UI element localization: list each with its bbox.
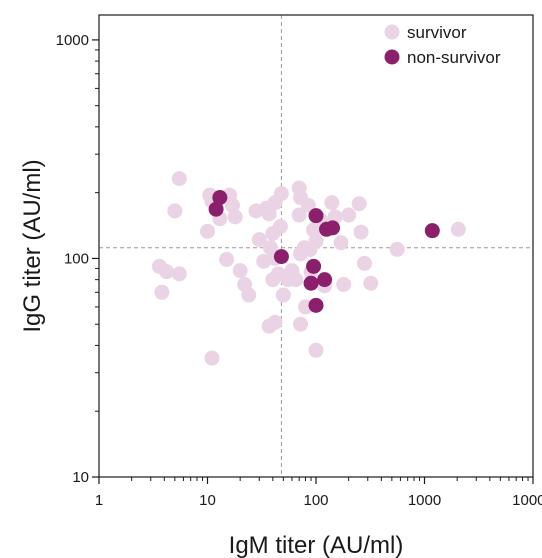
non-survivor-point	[303, 275, 319, 291]
survivor-point	[256, 253, 272, 269]
survivor-point	[351, 196, 367, 212]
survivor-point	[273, 186, 289, 202]
x-tick-label: 100	[303, 492, 328, 509]
non-survivor-point	[308, 208, 324, 224]
survivor-point	[154, 284, 170, 300]
survivor-point	[363, 275, 379, 291]
y-tick-label: 1000	[56, 32, 89, 49]
survivor-point	[200, 223, 215, 239]
survivor-point	[353, 224, 369, 240]
survivor-point	[341, 207, 357, 223]
legend: survivor non-survivor	[384, 23, 501, 67]
survivor-point	[308, 233, 324, 249]
survivor-point	[261, 206, 277, 222]
survivor-point	[219, 251, 235, 267]
survivor-point	[171, 266, 187, 282]
legend-marker-survivor	[384, 24, 400, 40]
survivor-point	[225, 197, 241, 213]
non-survivor-point	[212, 190, 228, 206]
y-axis-label: IgG titer (AU/ml)	[19, 159, 46, 332]
survivor-point	[291, 207, 307, 223]
survivor-point	[171, 171, 187, 187]
legend-marker-non-survivor	[384, 49, 400, 65]
survivor-point	[265, 272, 281, 288]
x-tick-label: 1	[95, 492, 103, 509]
non-survivor-point	[424, 223, 440, 239]
survivor-point	[336, 276, 352, 292]
x-tick-label: 1000	[408, 492, 441, 509]
non-survivor-point	[325, 220, 341, 236]
survivor-point	[159, 264, 175, 280]
survivor-point	[251, 232, 267, 248]
legend-label-non-survivor: non-survivor	[407, 48, 501, 67]
x-axis-label: IgM titer (AU/ml)	[229, 532, 404, 558]
survivor-point	[265, 226, 281, 242]
survivor-point	[333, 235, 349, 251]
y-tick-label: 100	[64, 250, 89, 267]
survivor-point	[308, 342, 324, 358]
non-survivor-point	[317, 272, 333, 288]
survivor-point	[232, 263, 248, 279]
survivor-point	[204, 350, 220, 366]
survivor-point	[167, 203, 183, 219]
non-survivor-point	[208, 201, 224, 217]
survivor-point	[241, 287, 257, 303]
non-survivor-point	[308, 297, 324, 313]
non-survivor-point	[273, 249, 289, 265]
x-tick-label: 10000	[512, 492, 542, 509]
survivor-point	[357, 255, 373, 271]
survivor-point	[324, 195, 340, 211]
survivor-point	[227, 209, 243, 225]
axes: 1 10 100 1000 10000 10 100 1000	[56, 32, 542, 509]
non-survivor-point	[306, 258, 322, 274]
survivor-point	[293, 316, 309, 332]
survivor-point	[288, 272, 304, 288]
survivor-point	[300, 197, 316, 213]
survivor-point	[275, 287, 291, 303]
data-points	[151, 171, 466, 366]
survivor-point	[450, 221, 466, 237]
survivor-point	[261, 318, 277, 334]
y-tick-label: 10	[72, 469, 89, 486]
survivor-point	[389, 241, 405, 257]
x-tick-label: 10	[199, 492, 216, 509]
legend-label-survivor: survivor	[407, 23, 467, 42]
